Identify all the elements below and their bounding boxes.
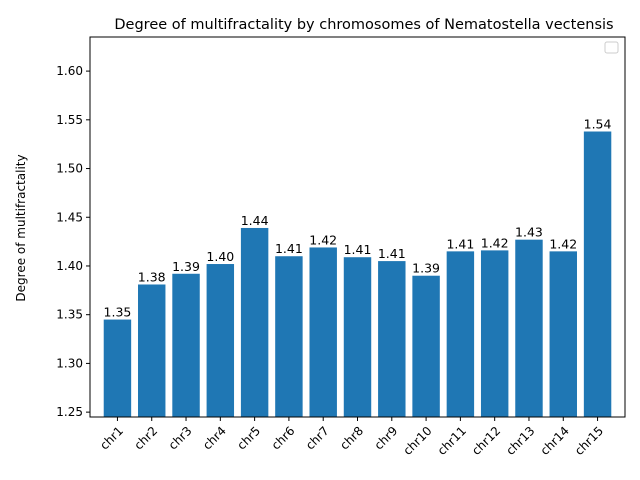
y-tick-label: 1.55: [56, 113, 83, 127]
x-tick-label: chr3: [166, 424, 195, 453]
legend-box: [604, 41, 619, 54]
data-label: 1.40: [206, 249, 234, 264]
data-label: 1.42: [481, 235, 509, 250]
y-tick-label: 1.45: [56, 210, 83, 224]
data-label: 1.42: [549, 236, 577, 251]
chart-title: Degree of multifractality by chromosomes…: [114, 17, 613, 33]
x-tick-label: chr11: [435, 424, 469, 458]
x-tick-label: chr12: [469, 424, 503, 458]
bar: [275, 256, 303, 417]
data-label: 1.39: [172, 259, 200, 274]
data-label: 1.41: [275, 241, 303, 256]
data-label: 1.41: [378, 246, 406, 261]
data-label: 1.41: [446, 236, 474, 251]
x-tick-label: chr5: [234, 424, 263, 453]
y-tick-label: 1.25: [56, 405, 83, 419]
x-tick-label: chr13: [503, 424, 537, 458]
data-labels-group: 1.35 1.38 1.39 1.40 1.44 1.41 1.42 1.41 1.41 1.39…: [104, 117, 612, 320]
data-label: 1.44: [241, 213, 269, 228]
data-label: 1.38: [138, 269, 166, 284]
y-tick-label: 1.35: [56, 308, 83, 322]
bar: [480, 250, 509, 417]
bar: [378, 261, 406, 417]
bar: [412, 275, 440, 417]
bar: [515, 239, 543, 417]
y-tick-label: 1.50: [56, 162, 83, 176]
bar: [583, 131, 612, 417]
x-tick-label: chr15: [572, 424, 606, 458]
bar: [103, 319, 132, 417]
y-axis-title: Degree of multifractality: [14, 154, 28, 301]
data-label: 1.42: [309, 232, 337, 247]
data-label: 1.41: [344, 242, 372, 257]
bar: [138, 284, 166, 417]
y-tick-label: 1.40: [56, 259, 83, 273]
x-tick-label: chr8: [337, 424, 366, 453]
bar: [172, 273, 200, 417]
bar: [446, 251, 475, 417]
x-tick-label: chr4: [200, 424, 229, 453]
data-label: 1.43: [515, 225, 543, 240]
x-tick-label: chr7: [303, 424, 332, 453]
data-label: 1.54: [584, 117, 612, 132]
x-tick-label: chr6: [269, 424, 298, 453]
y-tick-label: 1.60: [56, 64, 83, 78]
x-axis: chr1 chr2 chr3 chr4 chr5 chr6 chr7 chr8 chr9 chr1…: [97, 417, 606, 458]
data-label: 1.39: [412, 261, 440, 276]
y-axis: 1.25 1.30 1.35 1.40 1.45 1.50 1.55 1.60: [56, 64, 90, 419]
x-tick-label: chr9: [372, 424, 401, 453]
data-label: 1.35: [104, 305, 132, 320]
x-tick-label: chr14: [538, 424, 572, 458]
legend: [604, 41, 619, 54]
x-tick-label: chr10: [400, 424, 434, 458]
bar: [309, 247, 337, 417]
x-tick-label: chr2: [131, 424, 160, 453]
y-tick-label: 1.30: [56, 356, 83, 370]
x-tick-label: chr1: [97, 424, 126, 453]
bar: [206, 264, 235, 417]
bar: [240, 227, 269, 417]
bar: [343, 257, 372, 417]
plot-frame: [89, 36, 626, 418]
bar: [549, 251, 577, 417]
bars-group: [103, 131, 612, 417]
